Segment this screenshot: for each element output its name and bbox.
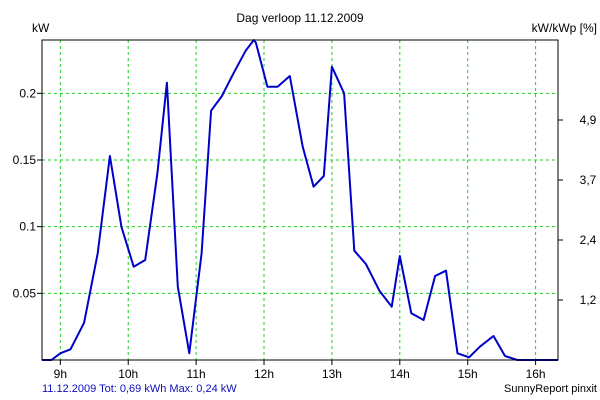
x-tick-label: 9h (54, 367, 67, 381)
x-tick-label: 10h (118, 367, 138, 381)
y-tick-label: 0.15 (13, 153, 37, 167)
x-tick-label: 16h (526, 367, 546, 381)
right-tick-label: 4,9 (580, 113, 597, 127)
x-tick-label: 11h (187, 367, 206, 381)
x-tick-label: 13h (322, 367, 342, 381)
power-series-line (42, 39, 558, 361)
y-ticks: 0.05 0.1 0.15 0.2 1,2 2,4 3,7 4,9 (13, 86, 597, 307)
y-tick-label: 0.1 (19, 220, 36, 234)
right-axis-label: kW/kWp [%] (532, 21, 597, 35)
footer-credit: SunnyReport pinxit (504, 383, 597, 395)
grid (42, 40, 558, 360)
right-tick-label: 1,2 (580, 293, 597, 307)
footer-summary: 11.12.2009 Tot: 0,69 kWh Max: 0,24 kW (42, 383, 237, 395)
right-tick-label: 2,4 (580, 233, 597, 247)
series-layer (42, 39, 558, 361)
right-tick-label: 3,7 (580, 173, 597, 187)
chart-title: Dag verloop 11.12.2009 (236, 11, 364, 25)
y-tick-label: 0.2 (19, 86, 36, 100)
x-tick-label: 14h (390, 367, 410, 381)
x-tick-label: 12h (254, 367, 274, 381)
left-axis-label: kW (32, 21, 50, 35)
x-ticks: 9h 10h 11h 12h 13h 14h 15h 16h (54, 360, 546, 381)
plot-frame (41, 39, 559, 361)
y-tick-label: 0.05 (13, 286, 37, 300)
x-tick-label: 15h (458, 367, 478, 381)
